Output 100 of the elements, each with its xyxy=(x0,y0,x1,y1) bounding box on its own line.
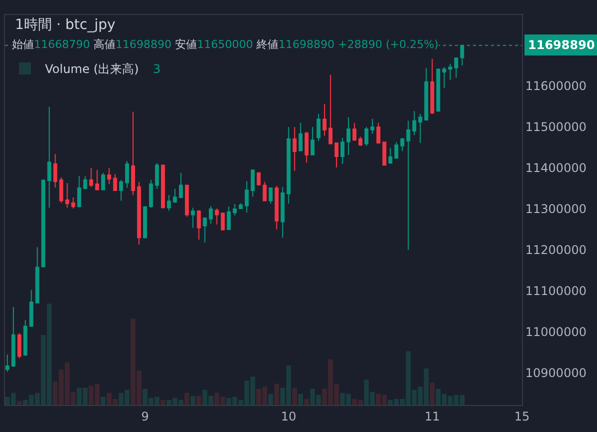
candlestick xyxy=(155,162,159,190)
candlestick xyxy=(101,172,106,191)
candlestick xyxy=(113,174,118,192)
text: 始値11668790 高値11698890 安値11650000 終値11698890 +28890 (+0.25%) xyxy=(12,38,438,51)
candlestick xyxy=(89,167,94,188)
candlestick xyxy=(149,179,153,208)
candlestick xyxy=(250,169,255,198)
candlestick xyxy=(406,120,410,250)
annotation: 3 xyxy=(153,62,161,76)
candlestick xyxy=(346,116,350,156)
y-tick-label: 11400000 xyxy=(525,161,586,176)
bar xyxy=(100,396,106,405)
candlestick xyxy=(448,63,452,80)
candlestick xyxy=(304,131,309,164)
candlestick xyxy=(262,181,267,202)
candlestick xyxy=(190,207,195,228)
candlestick xyxy=(71,196,76,210)
bar xyxy=(298,394,303,405)
y-tick-label: 11600000 xyxy=(525,79,586,94)
bar xyxy=(268,394,274,405)
x-tick-label: 9 xyxy=(141,409,149,424)
candlestick xyxy=(83,176,88,190)
candlestick xyxy=(328,74,332,145)
bar xyxy=(304,398,309,405)
bar xyxy=(274,384,280,405)
y-tick-label: 11300000 xyxy=(525,202,586,216)
ref-line-label: 11698890 xyxy=(528,38,595,52)
candlestick xyxy=(143,206,147,239)
candlestick xyxy=(214,208,219,226)
candlestick xyxy=(59,176,64,204)
candlestick xyxy=(232,204,237,216)
candlestick xyxy=(178,172,183,198)
candlestick xyxy=(244,180,249,214)
candlestick xyxy=(35,246,40,304)
candlestick xyxy=(161,164,165,209)
candlestick xyxy=(454,57,458,78)
candlestick xyxy=(274,186,279,230)
y-tick-label: 10900000 xyxy=(525,366,586,380)
candlestick xyxy=(424,67,428,121)
candlestick xyxy=(412,110,416,136)
candlestick xyxy=(340,138,344,164)
bar xyxy=(292,388,298,405)
candlestick xyxy=(352,122,356,141)
candlestick xyxy=(29,290,34,328)
y-tick-label: 11200000 xyxy=(525,243,586,258)
candlestick xyxy=(23,320,28,356)
candlestick xyxy=(172,188,177,204)
candlestick xyxy=(316,113,321,142)
candlestick xyxy=(131,111,136,196)
candlestick xyxy=(17,332,22,359)
bar xyxy=(184,392,190,405)
candlestick xyxy=(370,118,374,134)
y-tick-label: 11100000 xyxy=(525,284,586,298)
candlestick xyxy=(382,141,386,166)
x-tick-label: 10 xyxy=(280,409,296,424)
candlestick xyxy=(53,154,58,188)
bar xyxy=(16,400,22,405)
x-tick-label: 15 xyxy=(514,409,530,424)
y-tick-label: 11000000 xyxy=(525,325,586,340)
candlestick xyxy=(442,66,446,88)
bar xyxy=(190,396,196,405)
candlestick xyxy=(119,179,124,202)
candlestick xyxy=(11,306,16,368)
candlestick xyxy=(65,182,70,208)
candlestick xyxy=(47,106,52,208)
candlestick xyxy=(292,126,297,172)
legend-label: Volume (出来高) xyxy=(45,62,139,76)
candlestick xyxy=(358,136,362,146)
chart-title: 1時間 · btc_jpy xyxy=(15,17,116,33)
candlestick xyxy=(184,184,189,218)
candlestick xyxy=(208,206,213,224)
candlestick xyxy=(286,126,291,204)
candlestick xyxy=(418,113,422,144)
candlestick xyxy=(77,176,82,208)
candlestick xyxy=(394,142,398,160)
bar xyxy=(430,382,435,405)
candlestick xyxy=(268,187,273,204)
candlestick xyxy=(298,122,303,152)
candlestick xyxy=(310,126,315,156)
candlestick xyxy=(220,212,225,231)
candlestick xyxy=(137,181,141,246)
candlestick xyxy=(322,103,326,136)
candlestick xyxy=(5,354,10,372)
candlestick xyxy=(226,206,231,230)
candlestick xyxy=(202,217,207,244)
candlestick xyxy=(95,170,100,191)
candlestick xyxy=(400,138,404,152)
y-tick-label: 11500000 xyxy=(525,120,586,134)
candlestick xyxy=(364,126,368,146)
candlestick xyxy=(166,194,171,212)
bar xyxy=(196,396,202,405)
candlestick xyxy=(125,160,130,188)
candlestick xyxy=(430,58,434,114)
candlestick xyxy=(280,186,285,238)
candlestick xyxy=(388,147,392,164)
candlestick xyxy=(107,167,112,184)
x-tick-label: 11 xyxy=(424,409,440,424)
candlestick xyxy=(334,142,338,168)
bar xyxy=(160,400,166,405)
candlestick xyxy=(376,122,380,144)
